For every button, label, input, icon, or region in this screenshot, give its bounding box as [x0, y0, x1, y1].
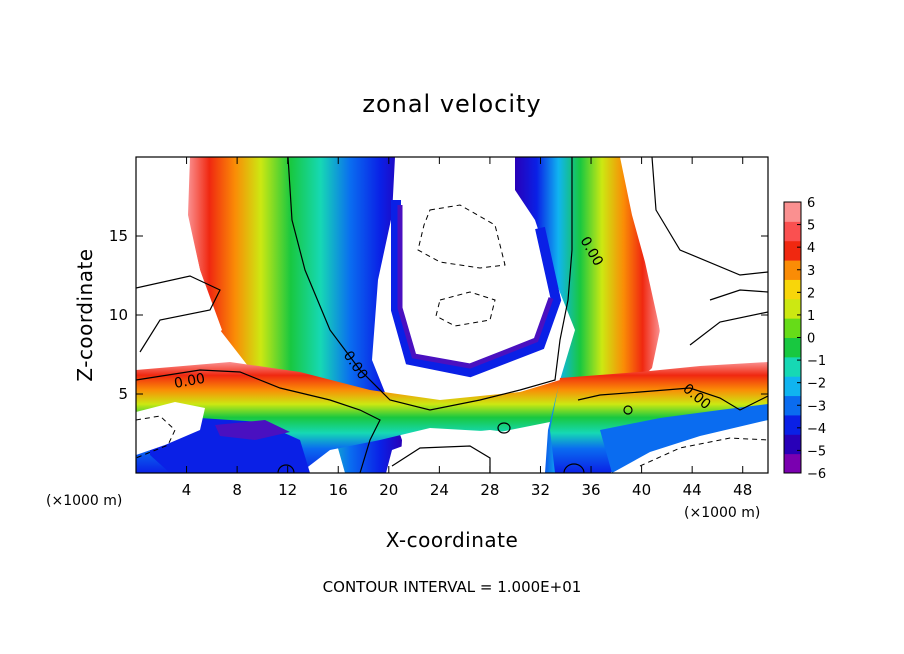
colorbar-segment [784, 356, 801, 377]
colorbar-segment [784, 318, 801, 338]
colorbar-segment [784, 260, 801, 280]
x-unit-left: (×1000 m) [46, 493, 122, 509]
colorbar-segment [784, 298, 801, 319]
colorbar-tick-label: −1 [807, 354, 826, 369]
zero-contour-left [287, 157, 573, 411]
zero-contour-low [136, 369, 381, 473]
contour-label-left: 0.00 [173, 371, 206, 392]
dashed-contour-lower [435, 291, 496, 327]
x-tick-label: 32 [531, 481, 550, 499]
x-tick-label: 28 [480, 481, 499, 499]
upper-left-white [136, 157, 222, 362]
colorbar-tick-label: −5 [807, 444, 826, 459]
y-tick-label: 15 [109, 227, 128, 245]
dashed-contour-upper [417, 204, 506, 269]
lower-left-white [136, 402, 205, 455]
contour-bottom-loop-2 [563, 463, 585, 473]
x-tick-label: 20 [379, 481, 398, 499]
colorbar-tick-label: 2 [807, 286, 815, 301]
colorbar-tick-label: 4 [807, 241, 815, 256]
dashed-contour-left [136, 415, 176, 459]
contour-mid-right-2 [709, 289, 768, 301]
x-tick-label: 40 [632, 481, 651, 499]
central-white-region [396, 195, 552, 370]
colorbar-tick-label: −3 [807, 399, 826, 414]
bottom-center-white [386, 430, 540, 473]
central-purple-rim [397, 205, 554, 369]
colorbar-segment [784, 395, 801, 416]
x-tick-label: 8 [232, 481, 242, 499]
x-unit-right: (×1000 m) [684, 505, 760, 521]
chart-title: zonal velocity [362, 90, 541, 118]
lower-left-purple [215, 420, 290, 440]
x-axis: 4 8 12 16 20 24 28 32 36 40 44 48 [182, 157, 752, 499]
colorbar-tick-label: 6 [807, 196, 815, 211]
colorbar-segment [784, 434, 801, 455]
x-tick-label: 48 [733, 481, 752, 499]
colorbar-segment [784, 221, 801, 242]
x-tick-label: 12 [278, 481, 297, 499]
colorbar: 6 5 4 3 2 1 0 −1 −2 −3 −4 −5 −6 [783, 196, 826, 482]
upper-right-white [636, 157, 768, 358]
x-tick-label: 4 [182, 481, 192, 499]
contour-mid-right [689, 311, 768, 346]
contour-small-loop-2 [623, 405, 633, 415]
contour-left-mid [136, 275, 221, 353]
colorbar-segment [784, 376, 801, 397]
colorbar-tick-label: 5 [807, 219, 815, 234]
zero-contour-right [577, 387, 768, 411]
colorbar-tick-label: −4 [807, 422, 826, 437]
right-low-blue [600, 404, 768, 473]
colorbar-segment [784, 453, 801, 474]
x-axis-title: X-coordinate [386, 528, 519, 552]
colorbar-tick-label: −2 [807, 377, 826, 392]
x-tick-label: 16 [329, 481, 348, 499]
contour-small-loop [497, 422, 511, 434]
lower-right-white [640, 426, 768, 473]
dashed-contour-right [639, 437, 768, 467]
colorbar-segment [784, 337, 801, 358]
x-tick-label: 36 [581, 481, 600, 499]
contour-bottom-loop [277, 464, 295, 473]
dashed-contours [136, 204, 768, 467]
colorbar-segment [784, 279, 801, 300]
colorbar-tick-label: −6 [807, 467, 826, 482]
colorbar-tick-label: 3 [807, 264, 815, 279]
contour-lines [136, 157, 768, 473]
contour-upper-right [651, 157, 768, 276]
contour-bottom-center [391, 445, 491, 473]
colorbar-segment [784, 240, 801, 261]
y-axis-title: Z-coordinate [73, 248, 97, 381]
plot-area: 0.00 0.00 0.00 0.00 [136, 157, 768, 473]
central-blue-rim [391, 200, 562, 378]
colorbar-segment [784, 202, 801, 222]
contour-interval-label: CONTOUR INTERVAL = 1.000E+01 [323, 578, 582, 596]
x-tick-label: 44 [683, 481, 702, 499]
colorbar-tick-label: 1 [807, 309, 815, 324]
colorbar-segment [784, 414, 801, 435]
y-tick-label: 5 [118, 385, 128, 403]
x-tick-label: 24 [430, 481, 449, 499]
y-tick-label: 10 [109, 306, 128, 324]
y-axis: 5 10 15 [109, 227, 768, 403]
colorbar-tick-label: 0 [807, 332, 815, 347]
